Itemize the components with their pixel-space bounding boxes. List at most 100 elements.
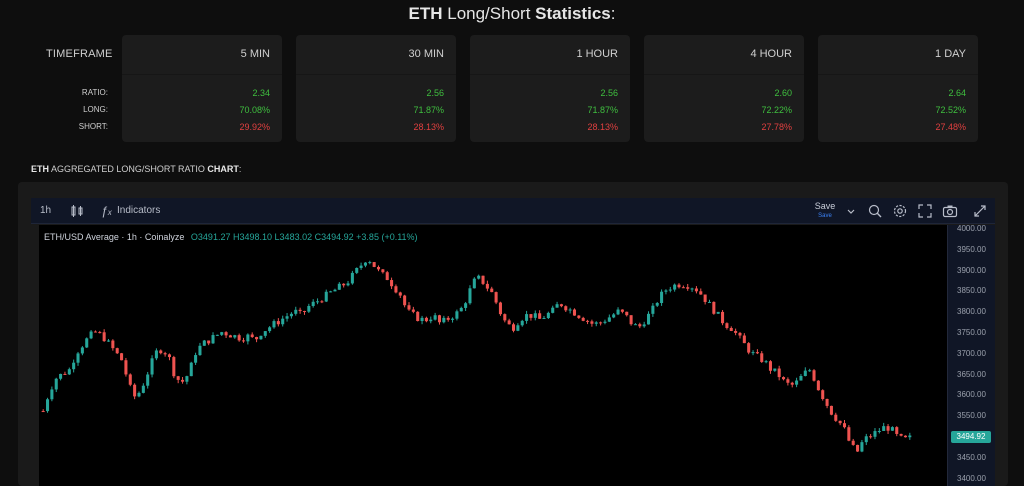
candle-down [207,340,211,344]
candle-down [694,288,698,292]
candle-down [120,353,124,361]
candle-up [307,305,311,312]
chart-plot-area[interactable] [39,225,947,486]
candle-down [760,353,764,362]
candle-up [202,340,206,346]
candle-up [359,265,363,268]
card-title: 1 DAY [935,48,966,60]
candle-up [646,313,651,325]
candle-down [825,398,829,406]
candle-down [437,315,442,323]
candle-down [777,368,781,378]
candle-up [146,374,150,386]
price-tick-label: 3650.00 [957,369,986,379]
candle-up [194,355,198,363]
candle-down [372,262,376,267]
candle-down [115,348,119,354]
candle-up [516,325,520,331]
candle-down [128,374,132,385]
candle-up [198,345,202,356]
candle-down [485,283,489,289]
short-value: 28.13% [413,122,444,132]
candle-up [429,319,433,322]
candle-up [67,369,71,375]
candle-down [93,331,97,333]
indicators-button[interactable]: Indicators [117,205,161,216]
price-tick-label: 3600.00 [957,390,986,400]
timeframe-card-4hour: 4 HOUR 2.60 72.22% 27.78% [644,35,804,142]
candle-up [555,304,559,308]
candle-up [873,431,877,437]
candle-down [133,384,137,397]
chart-toolbar: 1h ƒx Indicators Save Save [31,198,995,224]
candle-down [677,284,681,288]
candle-up [189,362,193,377]
candle-down [790,382,794,385]
candle-up [716,311,720,314]
candle-down [398,292,402,296]
timeframe-card-30min: 30 MIN 2.56 71.87% 28.13% [296,35,456,142]
candle-down [507,320,511,325]
fullscreen-icon[interactable] [917,203,933,219]
candle-down [734,330,738,333]
short-value: 29.92% [239,122,270,132]
candle-up [612,314,616,318]
candle-down [167,354,171,358]
interval-button[interactable]: 1h [40,205,52,216]
arrows-icon[interactable] [972,203,988,219]
candle-down [851,440,855,445]
candle-down [786,379,790,383]
candle-down [424,317,428,322]
candle-up [211,335,215,344]
chevron-down-icon[interactable] [843,203,859,219]
candle-down [498,302,502,315]
candle-down [886,426,890,431]
candle-up [525,314,529,321]
candle-up [85,338,89,348]
candle-up [451,318,455,320]
candle-up [594,322,598,324]
candle-down [237,335,241,341]
candle-down [411,309,415,312]
candle-up [799,376,803,381]
card-title: 5 MIN [240,48,270,60]
magnify-icon[interactable] [867,203,883,219]
timeframe-card-1hour: 1 HOUR 2.56 71.87% 28.13% [470,35,630,142]
candle-down [302,311,307,313]
save-button[interactable]: Save Save [814,201,836,219]
card-title: 1 HOUR [576,48,618,60]
candle-down [721,311,725,324]
ratio-row-label: RATIO: [81,88,108,97]
candle-down [490,288,494,293]
candle-up [464,303,468,308]
candle-up [551,307,555,313]
candle-up [355,267,359,273]
candle-down [241,340,246,342]
candle-up [664,290,668,292]
ratio-value: 2.64 [948,88,966,98]
candle-up [890,427,894,431]
candle-down [747,343,751,353]
chart-section-title: ETH AGGREGATED LONG/SHORT RATIO CHART: [31,164,242,174]
candle-up [472,278,476,289]
candle-up [46,399,50,412]
candle-up [281,318,285,325]
candle-up [642,324,646,327]
candle-up [773,368,777,371]
candle-down [572,309,577,316]
candle-up [346,283,350,286]
candle-up [420,317,424,322]
candle-up [137,392,141,397]
long-value: 72.22% [761,105,792,115]
candle-up [215,334,219,336]
candles-icon[interactable] [69,203,85,219]
candle-down [899,433,903,436]
camera-icon[interactable] [942,203,958,219]
price-tick-label: 3400.00 [957,473,986,483]
candle-down [41,411,45,413]
candle-down [812,370,816,381]
candle-down [838,420,842,424]
gear-icon[interactable] [892,203,908,219]
candle-up [764,361,768,363]
candle-up [673,284,677,290]
